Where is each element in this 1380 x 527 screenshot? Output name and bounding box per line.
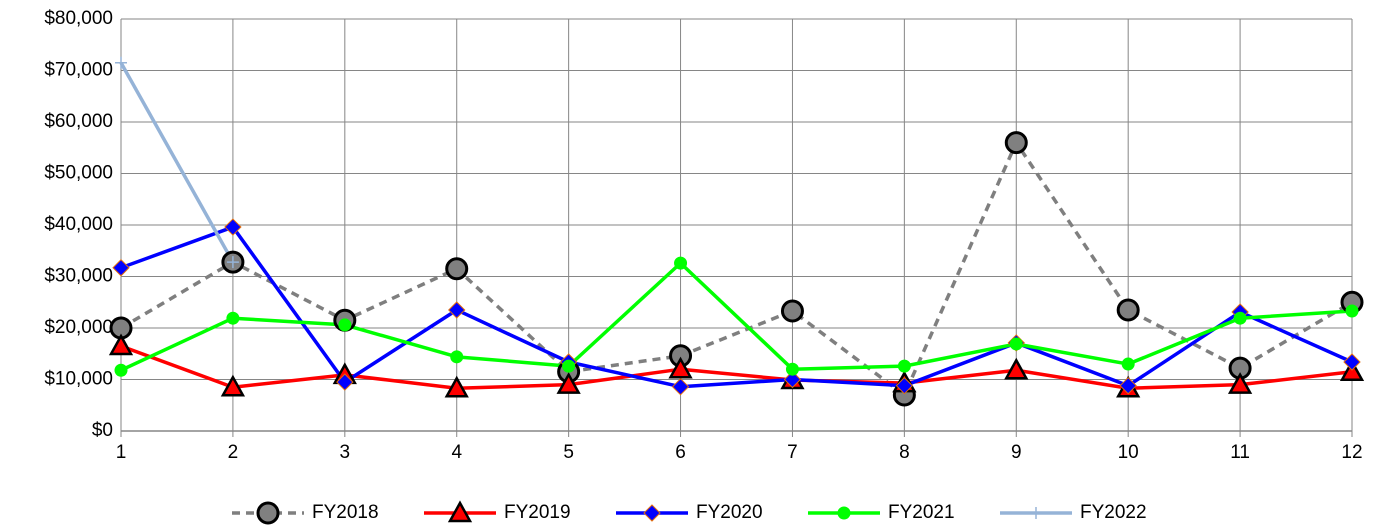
marker	[1119, 376, 1137, 395]
marker	[780, 299, 804, 323]
y-tick-label: $0	[92, 420, 113, 441]
legend-item: FY2020	[616, 502, 763, 523]
marker	[444, 375, 469, 398]
y-tick-label: $30,000	[44, 266, 113, 287]
marker	[447, 500, 473, 523]
y-tick-label: $70,000	[44, 60, 113, 81]
marker	[220, 374, 246, 397]
marker	[1004, 357, 1029, 380]
legend-label: FY2022	[1080, 502, 1147, 523]
marker	[897, 359, 911, 373]
x-tick-label: 1	[116, 442, 127, 463]
marker	[1227, 372, 1253, 394]
x-tick-label: 7	[787, 442, 798, 463]
x-tick-label: 2	[228, 442, 239, 463]
x-tick-label: 4	[451, 442, 462, 463]
x-tick-label: 10	[1118, 442, 1139, 463]
x-tick-label: 5	[563, 442, 574, 463]
series-line	[119, 61, 235, 263]
marker	[450, 350, 464, 364]
y-tick-label: $50,000	[44, 163, 113, 184]
legend-label: FY2019	[504, 502, 571, 523]
series-line	[120, 344, 1353, 391]
marker	[226, 256, 239, 269]
legend-label: FY2018	[312, 502, 379, 523]
x-tick-label: 8	[899, 442, 910, 463]
legend-item: FY2018	[232, 501, 379, 525]
marker	[1121, 357, 1135, 371]
legend-label: FY2020	[696, 502, 763, 523]
y-tick-label: $10,000	[44, 369, 113, 390]
legend-label: FY2021	[888, 502, 955, 523]
marker	[674, 256, 688, 270]
y-tick-label: $80,000	[44, 8, 113, 29]
series-line	[120, 225, 1353, 389]
marker	[448, 301, 466, 319]
legend-item: FY2021	[808, 502, 955, 523]
y-tick-label: $20,000	[44, 317, 113, 338]
marker	[1345, 304, 1359, 318]
x-tick-label: 11	[1230, 442, 1250, 463]
y-tick-label: $60,000	[44, 111, 113, 132]
marker	[643, 504, 661, 522]
marker	[562, 359, 576, 373]
marker	[224, 218, 242, 236]
marker	[1343, 353, 1361, 371]
x-tick-label: 9	[1011, 442, 1022, 463]
marker	[226, 311, 240, 325]
series-line	[120, 261, 1353, 372]
series-line	[120, 140, 1353, 397]
marker	[1116, 298, 1140, 322]
marker	[115, 56, 127, 69]
x-tick-label: 6	[675, 442, 686, 463]
y-tick-label: $40,000	[44, 214, 113, 235]
marker	[837, 506, 851, 520]
marker	[556, 372, 581, 394]
marker	[671, 378, 690, 396]
marker	[114, 363, 128, 377]
marker	[108, 333, 134, 356]
marker	[785, 362, 799, 376]
marker	[336, 373, 354, 391]
x-tick-label: 12	[1341, 442, 1362, 463]
marker	[1233, 311, 1247, 325]
legend-item: FY2022	[1000, 502, 1147, 523]
legend-item: FY2019	[424, 500, 571, 523]
marker	[112, 259, 130, 277]
marker	[783, 370, 802, 389]
marker	[668, 356, 693, 379]
marker	[895, 376, 914, 395]
x-tick-label: 3	[340, 442, 351, 463]
marker	[445, 257, 469, 281]
marker	[338, 318, 352, 332]
marker	[256, 501, 280, 525]
marker	[1004, 131, 1028, 155]
marker	[1030, 507, 1042, 519]
marker	[1339, 359, 1365, 382]
marker	[1009, 337, 1023, 351]
